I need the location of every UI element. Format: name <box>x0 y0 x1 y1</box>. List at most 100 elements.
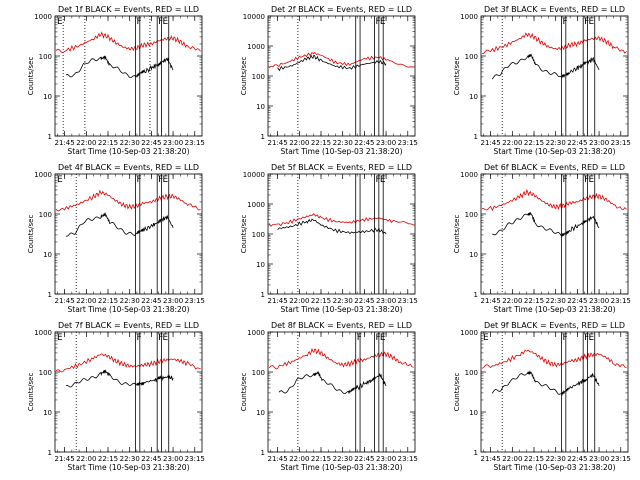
lld-series-line <box>55 353 201 373</box>
detector-panel-7: Det 7f BLACK = Events, RED = LLD 1 10 100 10… <box>27 321 205 472</box>
x-tick-label: 23:00 <box>589 139 609 147</box>
x-tick-label: 21:45 <box>55 297 75 305</box>
x-tick-label: 22:45 <box>141 297 161 305</box>
x-tick-label: 22:15 <box>524 139 544 147</box>
flag-letter: E <box>589 175 595 185</box>
panel-title: Det 2f BLACK = Events, RED = LLD <box>271 5 412 14</box>
flag-letter: F <box>158 17 163 27</box>
x-tick-label: 22:45 <box>567 297 587 305</box>
y-tick-label: 100 <box>465 211 478 219</box>
panel-title: Det 3f BLACK = Events, RED = LLD <box>484 5 625 14</box>
flag-letter: E <box>589 17 595 27</box>
x-tick-label: 22:30 <box>546 297 566 305</box>
x-axis-label: Start Time (10-Sep-03 21:38:20) <box>281 147 403 156</box>
y-tick-label: 10 <box>43 93 52 101</box>
y-tick-label: 100 <box>39 369 52 377</box>
events-series-line <box>65 55 174 79</box>
x-tick-label: 22:00 <box>289 455 309 463</box>
flag-letter: F <box>376 175 381 185</box>
x-tick-label: 23:00 <box>376 455 396 463</box>
plot-frame <box>267 15 416 137</box>
y-tick-label: 10 <box>256 103 265 111</box>
y-tick-label: 100 <box>39 53 52 61</box>
y-tick-label: 1000 <box>34 329 52 337</box>
flag-letter: E <box>163 175 169 185</box>
x-tick-label: 22:30 <box>546 455 566 463</box>
flag-letter: F <box>562 175 567 185</box>
detector-panel-3: Det 3f BLACK = Events, RED = LLD 1 10 100 10… <box>453 5 631 156</box>
panel-title: Det 4f BLACK = Events, RED = LLD <box>58 163 199 172</box>
flag-letter: E <box>380 175 386 185</box>
x-tick-label: 22:00 <box>76 455 96 463</box>
y-tick-label: 1000 <box>247 201 265 209</box>
x-tick-label: 22:45 <box>354 455 374 463</box>
events-series-line <box>66 369 174 388</box>
x-tick-label: 23:15 <box>611 455 631 463</box>
y-tick-label: 100 <box>465 369 478 377</box>
x-tick-label: 22:00 <box>76 139 96 147</box>
flag-letter: E <box>380 333 386 343</box>
plot-frame <box>267 173 416 295</box>
detector-panel-9: Det 9f BLACK = Events, RED = LLD 1 10 100 10… <box>453 321 631 472</box>
x-tick-label: 23:15 <box>398 455 418 463</box>
x-tick-label: 22:15 <box>98 139 118 147</box>
detector-panel-8: Det 8f BLACK = Events, RED = LLD 1 10 100 10… <box>240 321 418 472</box>
lld-series-line <box>268 347 414 370</box>
y-tick-label: 1 <box>474 133 478 141</box>
x-tick-label: 23:15 <box>611 139 631 147</box>
x-tick-label: 22:45 <box>567 139 587 147</box>
panel-title: Det 7f BLACK = Events, RED = LLD <box>58 321 199 330</box>
x-tick-label: 23:00 <box>163 139 183 147</box>
x-tick-label: 23:15 <box>611 297 631 305</box>
x-tick-label: 22:00 <box>289 139 309 147</box>
x-tick-label: 21:45 <box>268 455 288 463</box>
flag-letter: E <box>163 333 169 343</box>
y-tick-label: 10 <box>469 409 478 417</box>
y-axis-label: Counts/sec <box>240 215 248 254</box>
x-tick-label: 22:00 <box>502 455 522 463</box>
x-axis-label: Start Time (10-Sep-03 21:38:20) <box>281 463 403 472</box>
flag-letter: F <box>357 333 362 343</box>
y-tick-label: 100 <box>39 211 52 219</box>
flag-letter: E <box>57 333 63 343</box>
x-tick-label: 23:15 <box>398 139 418 147</box>
y-tick-label: 1 <box>48 133 52 141</box>
x-axis-label: Start Time (10-Sep-03 21:38:20) <box>281 305 403 314</box>
y-axis-label: Counts/sec <box>453 373 461 412</box>
x-tick-label: 22:30 <box>546 139 566 147</box>
plot-frame <box>480 173 629 295</box>
detector-panel-2: Det 2f BLACK = Events, RED = LLD 1 10 100 10… <box>240 5 418 156</box>
x-tick-label: 23:15 <box>185 455 205 463</box>
flag-letter: E <box>483 333 489 343</box>
y-tick-label: 10 <box>256 261 265 269</box>
y-tick-label: 1 <box>48 291 52 299</box>
flag-letter: E <box>57 17 63 27</box>
y-tick-label: 1000 <box>34 13 52 21</box>
x-tick-label: 21:45 <box>55 455 75 463</box>
x-axis-label: Start Time (10-Sep-03 21:38:20) <box>68 147 190 156</box>
x-tick-label: 23:00 <box>163 455 183 463</box>
x-axis-label: Start Time (10-Sep-03 21:38:20) <box>494 463 616 472</box>
flag-letter: F <box>136 175 141 185</box>
x-tick-label: 22:45 <box>141 455 161 463</box>
x-tick-label: 22:15 <box>98 297 118 305</box>
x-tick-label: 22:15 <box>524 455 544 463</box>
x-tick-label: 21:45 <box>481 297 501 305</box>
events-series-line <box>491 53 600 80</box>
y-tick-label: 1000 <box>460 13 478 21</box>
flag-letter: F <box>584 333 589 343</box>
flag-letter: F <box>562 333 567 343</box>
x-tick-label: 23:00 <box>163 297 183 305</box>
y-axis-label: Counts/sec <box>240 373 248 412</box>
lld-series-line <box>55 31 201 54</box>
detector-panel-5: Det 5f BLACK = Events, RED = LLD 1 10 100 10… <box>240 163 418 314</box>
x-axis-label: Start Time (10-Sep-03 21:38:20) <box>68 305 190 314</box>
x-axis-label: Start Time (10-Sep-03 21:38:20) <box>494 305 616 314</box>
y-tick-label: 1 <box>261 291 265 299</box>
x-tick-label: 22:30 <box>333 297 353 305</box>
y-tick-label: 1000 <box>460 329 478 337</box>
panel-title: Det 9f BLACK = Events, RED = LLD <box>484 321 625 330</box>
x-tick-label: 22:15 <box>524 297 544 305</box>
events-series-line <box>491 370 600 397</box>
y-tick-label: 100 <box>252 369 265 377</box>
